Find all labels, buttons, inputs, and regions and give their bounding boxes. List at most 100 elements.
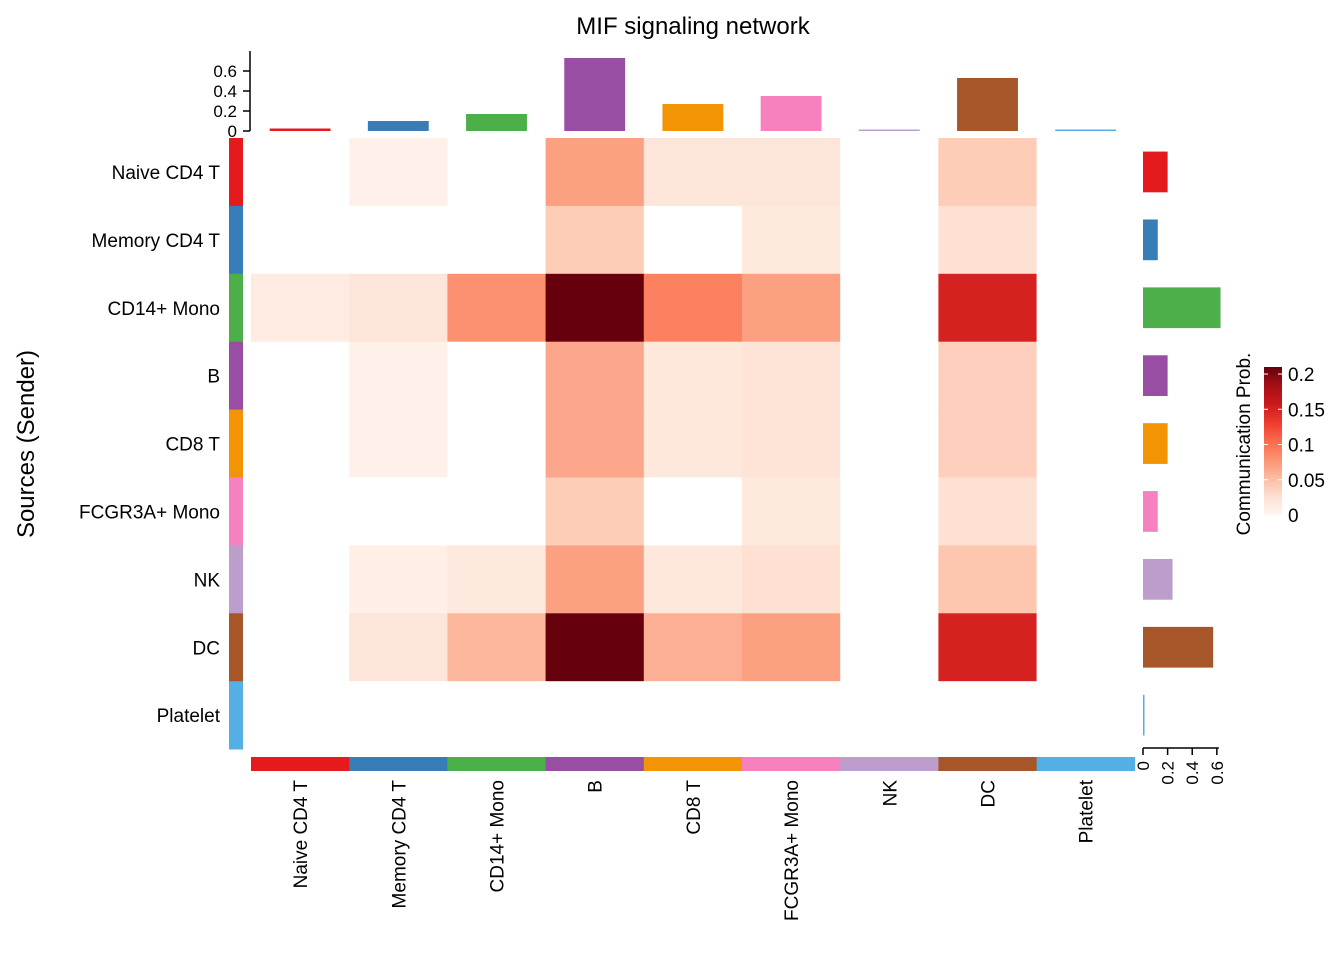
heatmap-cells xyxy=(251,138,1136,750)
heatmap-cell xyxy=(251,205,350,275)
top-bar xyxy=(466,114,527,131)
heatmap-cell xyxy=(447,273,547,343)
row-labels: Naive CD4 T Memory CD4 T CD14+ Mono B CD8 T F… xyxy=(79,163,221,727)
top-bar xyxy=(367,121,429,131)
column-label: FCGR3A+ Mono xyxy=(782,780,803,921)
heatmap-cell xyxy=(643,477,743,546)
heatmap-cell xyxy=(742,545,841,614)
heatmap-cell xyxy=(1036,205,1136,275)
heatmap-cell xyxy=(643,273,743,343)
column-group-swatch xyxy=(643,757,743,771)
top-bar xyxy=(1055,129,1117,131)
legend-tick-label: 0.1 xyxy=(1288,436,1314,457)
right-bar xyxy=(1143,423,1168,464)
row-group-swatch xyxy=(229,477,243,546)
top-bar xyxy=(957,78,1018,131)
heatmap-cell xyxy=(1036,545,1136,614)
column-group-swatch xyxy=(840,757,939,771)
row-label: Platelet xyxy=(157,706,221,727)
top-bar xyxy=(858,129,920,131)
heatmap-cell xyxy=(251,138,350,207)
heatmap-cell xyxy=(349,138,448,207)
legend-tick-label: 0 xyxy=(1288,506,1299,527)
heatmap-cell xyxy=(251,681,350,750)
heatmap-cell xyxy=(349,341,448,411)
top-bar xyxy=(269,128,331,131)
right-bar-tick-label: 0.2 xyxy=(1159,761,1178,785)
heatmap-cell xyxy=(938,341,1038,411)
heatmap-cell xyxy=(447,138,547,207)
heatmap-cell xyxy=(938,545,1038,614)
column-label: CD14+ Mono xyxy=(488,780,509,892)
heatmap-cell xyxy=(1036,273,1136,343)
legend-tick-label: 0.2 xyxy=(1288,365,1314,386)
heatmap-cell xyxy=(447,545,547,614)
top-bar xyxy=(662,104,724,131)
heatmap-cell xyxy=(447,681,547,750)
heatmap-cell xyxy=(742,341,841,411)
column-label: Platelet xyxy=(1077,779,1098,843)
legend-title: Communication Prob. xyxy=(1234,353,1255,536)
right-bar xyxy=(1143,491,1158,532)
heatmap-cell xyxy=(840,477,939,546)
heatmap-cell xyxy=(545,273,645,343)
column-color-bar xyxy=(251,757,1136,771)
heatmap-cell xyxy=(742,409,841,479)
column-labels: Naive CD4 T Memory CD4 T CD14+ Mono B CD8 T F… xyxy=(291,779,1098,921)
heatmap-cell xyxy=(938,477,1038,546)
y-axis-title: Sources (Sender) xyxy=(13,350,40,538)
row-group-swatch xyxy=(229,409,243,478)
heatmap-cell xyxy=(545,409,645,479)
row-group-swatch xyxy=(229,613,243,682)
right-bar xyxy=(1143,694,1145,736)
row-group-swatch xyxy=(229,273,243,343)
heatmap-cell xyxy=(349,273,448,343)
heatmap-cell xyxy=(545,477,645,546)
legend-colorbar xyxy=(1264,367,1282,515)
heatmap-cell xyxy=(643,681,743,750)
row-label: CD8 T xyxy=(165,435,220,456)
top-bar-chart: 00.20.40.6 xyxy=(213,51,1117,141)
heatmap-cell xyxy=(545,341,645,411)
row-label: NK xyxy=(194,570,221,591)
heatmap-cell xyxy=(742,138,841,207)
column-group-swatch xyxy=(742,757,841,771)
heatmap-cell xyxy=(742,613,841,682)
heatmap-cell xyxy=(1036,613,1136,682)
heatmap-cell xyxy=(840,341,939,411)
legend-tick-label: 0.05 xyxy=(1288,471,1325,492)
column-label: DC xyxy=(979,780,1000,807)
heatmap-cell xyxy=(349,409,448,479)
column-label: CD8 T xyxy=(684,780,705,835)
heatmap-cell xyxy=(742,273,841,343)
heatmap-cell xyxy=(840,613,939,682)
heatmap-cell xyxy=(251,273,350,343)
column-label: B xyxy=(586,780,607,793)
heatmap-cell xyxy=(840,138,939,207)
right-bar xyxy=(1143,558,1173,600)
heatmap-cell xyxy=(1036,409,1136,479)
right-bar-tick-label: 0.4 xyxy=(1183,761,1202,785)
row-group-swatch xyxy=(229,205,243,275)
color-legend: 0 0.05 0.1 0.15 0.2 xyxy=(1264,365,1325,527)
heatmap-cell xyxy=(742,681,841,750)
heatmap-cell xyxy=(349,613,448,682)
heatmap-cell xyxy=(1036,477,1136,546)
heatmap-cell xyxy=(1036,681,1136,750)
heatmap-cell xyxy=(840,545,939,614)
heatmap-cell xyxy=(251,341,350,411)
heatmap-cell xyxy=(349,205,448,275)
top-bar-tick-label: 0.4 xyxy=(213,82,237,101)
column-label: Naive CD4 T xyxy=(291,780,312,889)
top-bar xyxy=(760,96,822,131)
heatmap-cell xyxy=(840,205,939,275)
right-bar xyxy=(1143,626,1214,668)
heatmap-cell xyxy=(545,681,645,750)
heatmap-cell xyxy=(742,477,841,546)
right-bar xyxy=(1143,219,1158,261)
heatmap-cell xyxy=(938,409,1038,479)
heatmap-cell xyxy=(545,205,645,275)
row-group-swatch xyxy=(229,341,243,410)
row-label: Naive CD4 T xyxy=(112,163,221,184)
heatmap-cell xyxy=(1036,341,1136,411)
